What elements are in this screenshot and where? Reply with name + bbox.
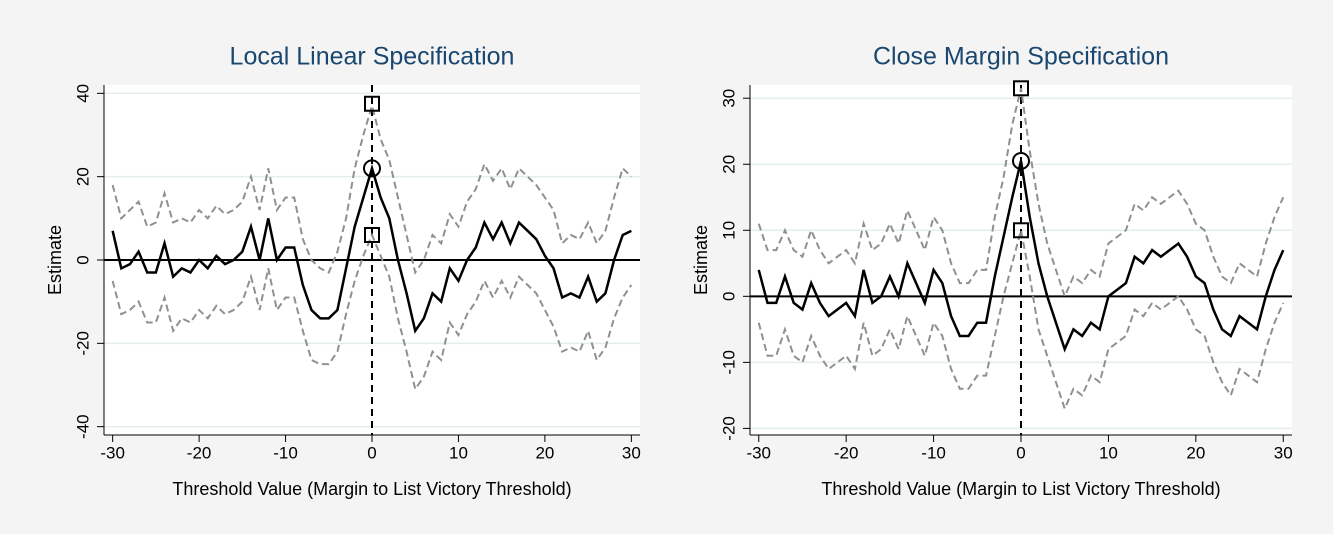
y-tick-label: 0 [719, 292, 738, 301]
chart-title: Local Linear Specification [230, 43, 515, 71]
x-tick-label: 30 [1274, 443, 1293, 462]
x-tick-label: 10 [1099, 443, 1118, 462]
ci-marker [364, 95, 380, 112]
estimate-marker [363, 159, 381, 178]
y-axis-label: Estimate [691, 225, 711, 295]
x-tick-label: -20 [834, 443, 859, 462]
x-tick-label: -20 [187, 443, 212, 462]
series-line [757, 230, 1285, 412]
x-tick-label: 10 [449, 443, 468, 462]
y-tick-label: 20 [73, 167, 92, 186]
ci-marker [364, 227, 380, 243]
x-axis-label: Threshold Value (Margin to List Victory … [172, 479, 571, 499]
series-line [757, 160, 1285, 353]
estimate-marker [1012, 151, 1030, 170]
x-tick-label: 30 [622, 443, 641, 462]
ci-marker [1013, 80, 1029, 97]
series-line [111, 102, 633, 275]
x-tick-label: -10 [921, 443, 946, 462]
y-tick-label: -20 [73, 331, 92, 356]
y-tick-label: 10 [719, 221, 738, 240]
x-tick-label: -30 [746, 443, 771, 462]
y-tick-label: -10 [719, 350, 738, 375]
series-line [111, 163, 632, 334]
x-tick-label: 20 [535, 443, 554, 462]
ci-marker [1013, 222, 1029, 239]
x-tick-label: 0 [367, 443, 376, 462]
y-tick-label: -40 [73, 414, 92, 439]
y-tick-label: 0 [73, 255, 92, 264]
x-tick-label: -10 [273, 443, 298, 462]
x-axis-label: Threshold Value (Margin to List Victory … [821, 479, 1220, 499]
series-line [757, 88, 1285, 300]
x-tick-label: 20 [1186, 443, 1205, 462]
y-tick-label: 30 [719, 89, 738, 108]
chart-title: Close Margin Specification [873, 43, 1169, 71]
x-tick-label: -30 [100, 443, 125, 462]
y-tick-label: 20 [719, 155, 738, 174]
y-tick-label: -20 [719, 416, 738, 441]
x-tick-label: 0 [1016, 443, 1025, 462]
y-axis-label: Estimate [45, 225, 65, 295]
series-line [111, 232, 633, 392]
y-tick-label: 40 [73, 84, 92, 103]
